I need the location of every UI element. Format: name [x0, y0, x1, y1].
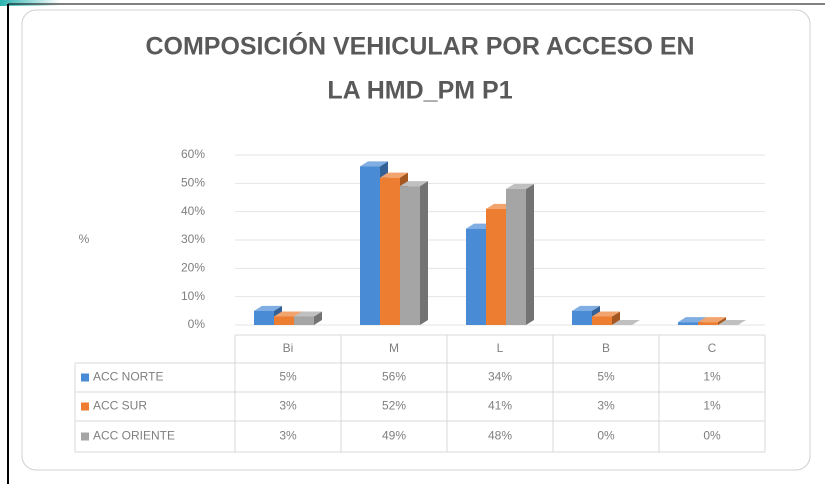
data-label: 5% — [279, 370, 297, 384]
bar — [612, 320, 640, 325]
bar-top — [274, 311, 302, 317]
bar-front — [592, 316, 612, 325]
chart-title: COMPOSICIÓN VEHICULAR POR ACCESO EN — [145, 31, 694, 61]
bar-side — [718, 317, 726, 325]
y-tick-label: 60% — [181, 147, 205, 161]
corner-accent — [0, 0, 60, 6]
bar-side — [314, 311, 322, 325]
bar-front — [698, 322, 718, 325]
y-tick-label: 30% — [181, 232, 205, 246]
x-tick-label: C — [708, 341, 717, 355]
data-label: 56% — [382, 370, 406, 384]
bar — [718, 320, 746, 325]
bar — [698, 317, 726, 325]
bar-top — [400, 181, 428, 187]
legend-label: ACC ORIENTE — [93, 429, 175, 443]
bar-top — [506, 184, 534, 189]
bar-top — [612, 320, 640, 325]
y-tick-label: 10% — [181, 289, 205, 303]
data-label: 49% — [382, 429, 406, 443]
y-tick-label: 40% — [181, 204, 205, 218]
bar-top — [360, 161, 388, 167]
y-axis-title: % — [79, 232, 90, 246]
bar-top — [698, 317, 726, 323]
bar-front — [400, 186, 420, 325]
bar-top — [678, 317, 706, 323]
bar-front — [360, 166, 380, 325]
bar-top — [572, 305, 600, 311]
bar-side — [420, 181, 428, 325]
legend-key — [81, 373, 89, 382]
bar-top — [254, 305, 282, 311]
bar-front — [486, 208, 506, 325]
bar-front — [572, 310, 592, 325]
y-tick-label: 0% — [188, 317, 206, 331]
x-tick-label: B — [602, 341, 610, 355]
data-label: 0% — [703, 429, 721, 443]
x-tick-label: M — [389, 341, 399, 355]
bar-front — [254, 310, 274, 325]
bar-side — [612, 311, 620, 325]
legend-label: ACC NORTE — [93, 370, 163, 384]
x-tick-label: Bi — [283, 341, 294, 355]
bar-top — [380, 172, 408, 178]
bar-front — [274, 316, 294, 325]
data-label: 3% — [279, 429, 297, 443]
data-label: 1% — [703, 370, 721, 384]
bar-top — [718, 320, 746, 325]
legend-label: ACC SUR — [93, 399, 147, 413]
bar — [400, 181, 428, 325]
legend-key — [81, 432, 89, 441]
bar — [506, 184, 534, 325]
data-label: 5% — [597, 370, 615, 384]
bar-front — [506, 189, 526, 325]
bar-front — [678, 322, 698, 325]
data-label: 48% — [488, 429, 512, 443]
chart-title: LA HMD_PM P1 — [327, 77, 512, 105]
y-tick-label: 20% — [181, 261, 205, 275]
legend-key — [81, 402, 89, 411]
data-label: 34% — [488, 370, 512, 384]
bar-front — [466, 228, 486, 325]
bar-top — [294, 311, 322, 317]
data-label: 3% — [279, 399, 297, 413]
bar-front — [380, 177, 400, 325]
bar — [592, 311, 620, 325]
data-label: 1% — [703, 399, 721, 413]
x-tick-label: L — [497, 341, 504, 355]
data-label: 52% — [382, 399, 406, 413]
bar — [294, 311, 322, 325]
bar-side — [526, 184, 534, 325]
y-tick-label: 50% — [181, 176, 205, 190]
data-label: 3% — [597, 399, 615, 413]
bar-top — [592, 311, 620, 317]
bar-front — [294, 316, 314, 325]
data-label: 41% — [488, 399, 512, 413]
data-label: 0% — [597, 429, 615, 443]
